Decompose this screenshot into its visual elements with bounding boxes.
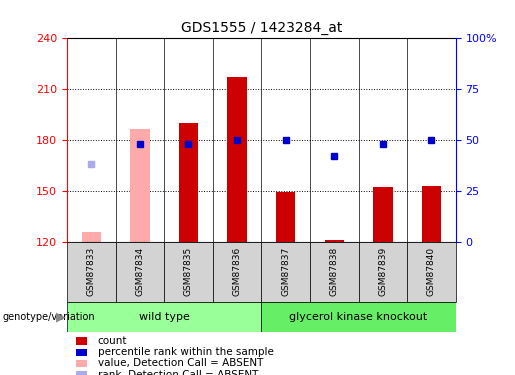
Text: rank, Detection Call = ABSENT: rank, Detection Call = ABSENT bbox=[98, 370, 258, 375]
Bar bbox=[227, 76, 247, 242]
Text: GSM87840: GSM87840 bbox=[427, 248, 436, 296]
Text: GSM87837: GSM87837 bbox=[281, 247, 290, 297]
Text: glycerol kinase knockout: glycerol kinase knockout bbox=[289, 312, 427, 322]
Bar bbox=[76, 338, 87, 345]
Bar bbox=[67, 242, 115, 302]
Text: value, Detection Call = ABSENT: value, Detection Call = ABSENT bbox=[98, 358, 263, 369]
Bar bbox=[130, 129, 149, 242]
Bar bbox=[179, 123, 198, 242]
Text: GSM87839: GSM87839 bbox=[379, 247, 387, 297]
Text: GSM87835: GSM87835 bbox=[184, 247, 193, 297]
Text: percentile rank within the sample: percentile rank within the sample bbox=[98, 347, 273, 357]
Bar bbox=[373, 188, 392, 242]
Bar bbox=[407, 242, 456, 302]
Bar bbox=[213, 242, 261, 302]
Title: GDS1555 / 1423284_at: GDS1555 / 1423284_at bbox=[181, 21, 342, 35]
Text: GSM87834: GSM87834 bbox=[135, 248, 144, 296]
Bar bbox=[310, 242, 358, 302]
Text: GSM87836: GSM87836 bbox=[233, 247, 242, 297]
Bar bbox=[76, 349, 87, 356]
Bar bbox=[276, 192, 296, 242]
Bar bbox=[261, 242, 310, 302]
Bar bbox=[261, 302, 456, 332]
Bar bbox=[67, 302, 261, 332]
Bar bbox=[164, 242, 213, 302]
Text: ▶: ▶ bbox=[56, 310, 65, 323]
Text: count: count bbox=[98, 336, 127, 346]
Bar bbox=[422, 186, 441, 242]
Bar bbox=[76, 371, 87, 375]
Text: wild type: wild type bbox=[139, 312, 190, 322]
Bar bbox=[324, 240, 344, 242]
Text: genotype/variation: genotype/variation bbox=[3, 312, 95, 322]
Bar bbox=[81, 232, 101, 242]
Text: GSM87838: GSM87838 bbox=[330, 247, 339, 297]
Bar bbox=[358, 242, 407, 302]
Text: GSM87833: GSM87833 bbox=[87, 247, 96, 297]
Bar bbox=[76, 360, 87, 367]
Bar bbox=[115, 242, 164, 302]
